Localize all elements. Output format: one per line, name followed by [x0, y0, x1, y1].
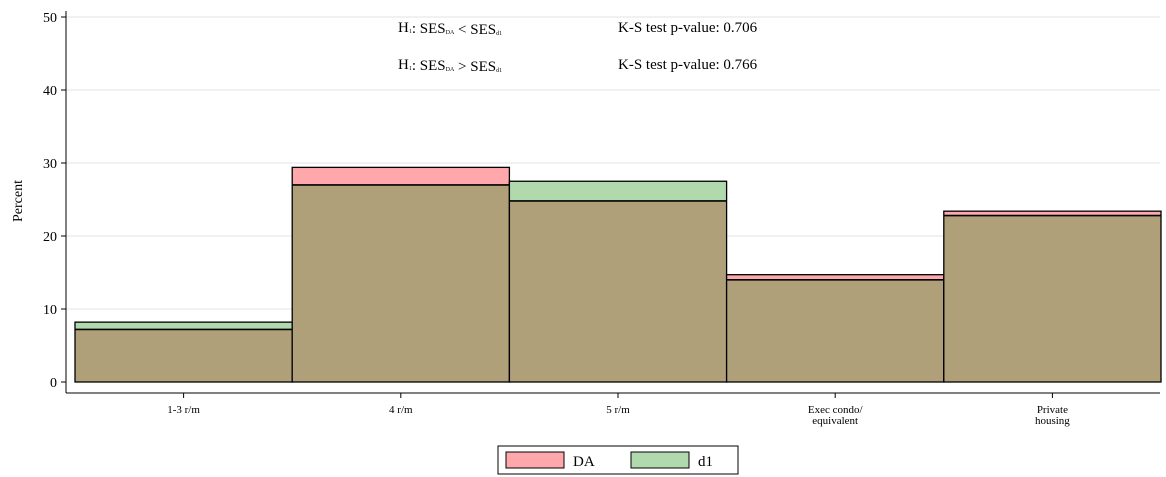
y-tick-label: 20 [43, 230, 57, 245]
bar-overlap [509, 200, 727, 382]
y-tick-label: 30 [43, 157, 57, 172]
bar-excess [292, 167, 510, 185]
x-tick-label: housing [1035, 415, 1070, 427]
y-tick-label: 50 [43, 11, 57, 26]
bar-overlap [292, 184, 510, 382]
legend: DA d1 [497, 445, 739, 475]
bar-excess [943, 211, 1161, 216]
y-tick-label: 10 [43, 303, 57, 318]
bar-overlap [75, 329, 293, 382]
bar-outline [943, 210, 1162, 383]
bar-excess [75, 322, 293, 330]
y-tick-label: 40 [43, 84, 57, 99]
legend-swatch [630, 451, 690, 469]
y-tick-label: 0 [50, 376, 57, 391]
legend-label: DA [573, 454, 595, 470]
bar-overlap [726, 279, 944, 382]
hypothesis-text: H1: SESDA < SESd1 [398, 20, 502, 38]
y-axis-label: Percent [11, 180, 26, 222]
annotations: H1: SESDA < SESd1 K-S test p-value: 0.706… [398, 20, 758, 75]
x-tick-label: Exec condo/ [808, 404, 864, 416]
axes: 0 10 20 30 40 50 1-3 r/m 4 r/m 5 r/m Exec condo/e… [43, 11, 1160, 427]
legend-swatch [505, 451, 565, 469]
bar-excess [726, 274, 944, 280]
x-tick-label: Private [1037, 404, 1068, 416]
legend-label: d1 [698, 454, 713, 470]
bar-overlap [943, 215, 1161, 382]
x-tick-label: 4 r/m [389, 404, 413, 416]
bar-excess [509, 181, 727, 201]
x-tick-label: 1-3 r/m [167, 404, 200, 416]
bars [74, 166, 1162, 383]
x-tick-label: equivalent [812, 415, 858, 427]
test-pvalue-text: K-S test p-value: 0.706 [618, 20, 758, 36]
x-tick-label: 5 r/m [606, 404, 630, 416]
test-pvalue-text: K-S test p-value: 0.766 [618, 57, 758, 73]
hypothesis-text: H1: SESDA > SESd1 [398, 57, 502, 75]
